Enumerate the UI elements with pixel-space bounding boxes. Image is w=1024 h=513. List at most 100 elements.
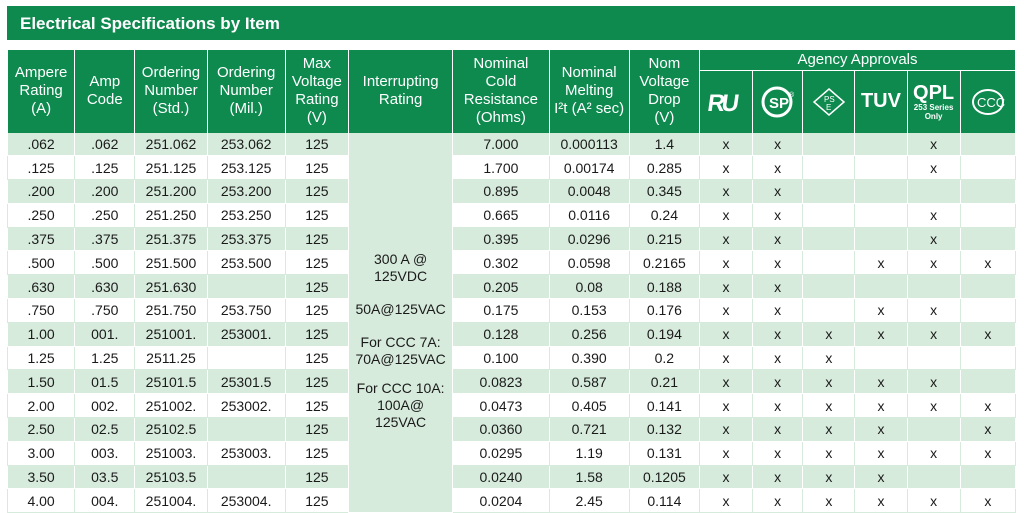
cell-a: 1.00 <box>6 322 76 347</box>
cell-a: .750 <box>6 298 76 323</box>
cell-qpl: x <box>906 155 961 181</box>
cell-res: 0.0473 <box>452 393 550 419</box>
cell-res: 0.302 <box>452 250 550 276</box>
cell-v: 125 <box>284 227 349 252</box>
cell-drop: 0.21 <box>628 369 700 395</box>
cell-drop: 0.132 <box>628 417 700 442</box>
cell-std: 251.375 <box>134 227 208 252</box>
header-interrupting-rating: Interrupting Rating <box>347 50 454 133</box>
ul-recognized-icon: R U <box>698 70 754 133</box>
cell-i2t: 0.405 <box>548 393 630 419</box>
cell-ccc <box>959 179 1017 204</box>
cell-tuv: x <box>854 298 908 323</box>
cell-std: 251.200 <box>134 179 208 204</box>
cell-tuv: x <box>854 465 908 490</box>
cell-qpl: x <box>906 298 961 323</box>
cell-pse <box>802 250 856 276</box>
cell-res: 1.700 <box>452 155 550 181</box>
cell-ccc <box>959 203 1017 228</box>
cell-tuv <box>854 274 908 300</box>
cell-csa: x <box>752 227 804 252</box>
cell-csa: x <box>752 250 804 276</box>
header-melting-i2t: Nominal Melting I²t (A² sec) <box>548 50 630 133</box>
cell-qpl <box>906 346 961 371</box>
cell-mil: 253001. <box>206 322 286 347</box>
cell-csa: x <box>752 179 804 204</box>
cell-res: 0.0295 <box>452 441 550 466</box>
cell-res: 0.0204 <box>452 488 550 513</box>
cell-a: 3.50 <box>6 465 76 490</box>
ccc-icon: CCC <box>959 70 1017 133</box>
cell-tuv <box>854 203 908 228</box>
cell-a: 1.50 <box>6 369 76 395</box>
cell-mil: 253.200 <box>206 179 286 204</box>
cell-code: 03.5 <box>74 465 136 490</box>
table-row: 2.00 002. 251002. 253002. 125 0.0473 0.405 0.14… <box>6 393 1017 419</box>
cell-res: 0.0823 <box>452 369 550 395</box>
cell-std: 25102.5 <box>134 417 208 442</box>
cell-ccc <box>959 132 1017 157</box>
cell-ccc <box>959 465 1017 490</box>
cell-ul: x <box>698 203 754 228</box>
cell-i2t: 0.08 <box>548 274 630 300</box>
table-row: 1.50 01.5 25101.5 25301.5 125 0.0823 0.587 0.21… <box>6 369 1017 395</box>
cell-csa: x <box>752 369 804 395</box>
cell-mil: 253002. <box>206 393 286 419</box>
electrical-spec-table: Ampere Rating (A) Amp Code Ordering Number (S… <box>6 50 1017 513</box>
cell-pse: x <box>802 322 856 347</box>
cell-csa: x <box>752 393 804 419</box>
cell-code: .750 <box>74 298 136 323</box>
cell-tuv: x <box>854 488 908 513</box>
cell-res: 0.395 <box>452 227 550 252</box>
cell-ul: x <box>698 369 754 395</box>
svg-text:E: E <box>826 103 831 112</box>
cell-mil <box>206 417 286 442</box>
svg-text:R: R <box>706 90 727 117</box>
cell-ccc <box>959 298 1017 323</box>
cell-pse: x <box>802 417 856 442</box>
csa-icon: SP ® <box>752 70 804 133</box>
table-row: .250.250 251.250 253.250 125 0.665 0.0116 0.24… <box>6 203 1017 228</box>
cell-csa: x <box>752 441 804 466</box>
cell-csa: x <box>752 132 804 157</box>
cell-v: 125 <box>284 393 349 419</box>
table-row: .062.062 251.062 253.062 125 300 A @125VDC 50… <box>6 132 1017 513</box>
cell-i2t: 0.587 <box>548 369 630 395</box>
cell-drop: 0.114 <box>628 488 700 513</box>
cell-a: .125 <box>6 155 76 181</box>
cell-mil: 253.500 <box>206 250 286 276</box>
cell-qpl: x <box>906 441 961 466</box>
cell-v: 125 <box>284 155 349 181</box>
cell-code: 02.5 <box>74 417 136 442</box>
cell-i2t: 0.256 <box>548 322 630 347</box>
cell-tuv <box>854 179 908 204</box>
cell-a: .200 <box>6 179 76 204</box>
table-row: 2.50 02.5 25102.5 125 0.0360 0.721 0.132 x x x x x <box>6 417 1017 442</box>
cell-tuv: x <box>854 250 908 276</box>
header-ordering-std: Ordering Number (Std.) <box>134 50 208 133</box>
cell-pse <box>802 203 856 228</box>
table-row: .750.750 251.750 253.750 125 0.175 0.153 0.176… <box>6 298 1017 323</box>
cell-tuv: x <box>854 322 908 347</box>
header-amp-code: Amp Code <box>74 50 136 133</box>
cell-pse <box>802 179 856 204</box>
section-title: Electrical Specifications by Item <box>7 6 1015 40</box>
cell-std: 251.250 <box>134 203 208 228</box>
cell-code: .062 <box>74 132 136 157</box>
header-ampere-rating: Ampere Rating (A) <box>6 50 76 133</box>
cell-drop: 0.176 <box>628 298 700 323</box>
cell-mil: 25301.5 <box>206 369 286 395</box>
table-row: 1.00 001. 251001. 253001. 125 0.128 0.256 0.194… <box>6 322 1017 347</box>
cell-a: .630 <box>6 274 76 300</box>
cell-csa: x <box>752 488 804 513</box>
cell-i2t: 0.0048 <box>548 179 630 204</box>
cell-std: 251004. <box>134 488 208 513</box>
cell-ccc: x <box>959 393 1017 419</box>
cell-code: .200 <box>74 179 136 204</box>
cell-v: 125 <box>284 179 349 204</box>
cell-ccc <box>959 274 1017 300</box>
cell-ccc: x <box>959 417 1017 442</box>
cell-i2t: 0.0296 <box>548 227 630 252</box>
cell-qpl: x <box>906 488 961 513</box>
cell-res: 0.175 <box>452 298 550 323</box>
